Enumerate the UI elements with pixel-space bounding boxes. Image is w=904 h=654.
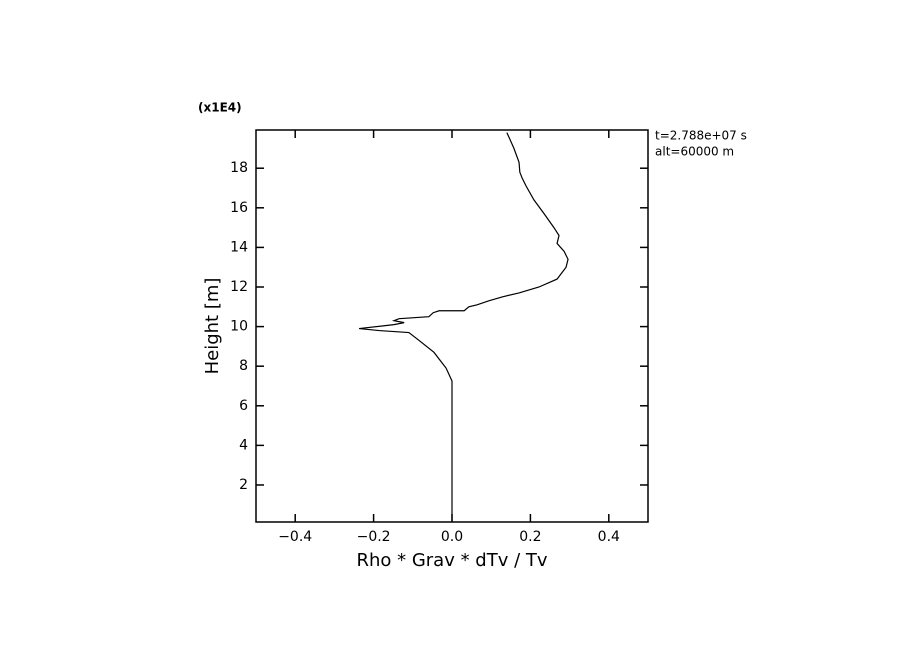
- y-tick-label: 4: [239, 437, 248, 453]
- profile-line: [359, 132, 569, 522]
- x-tick-label: 0.0: [441, 529, 463, 545]
- y-tick-label: 6: [239, 398, 248, 414]
- x-tick-label: 0.4: [598, 529, 620, 545]
- y-tick-label: 14: [230, 239, 248, 255]
- y-tick-label: 18: [230, 160, 248, 176]
- y-tick-label: 12: [230, 279, 248, 295]
- y-tick-label: 8: [239, 358, 248, 374]
- x-tick-label: 0.2: [519, 529, 541, 545]
- multiplier-label: (x1E4): [198, 101, 242, 115]
- y-tick-label: 10: [230, 319, 248, 335]
- x-axis-label: Rho * Grav * dTv / Tv: [356, 550, 547, 571]
- y-tick-label: 16: [230, 200, 248, 216]
- annotation: t=2.788e+07 s: [655, 129, 747, 143]
- x-tick-label: −0.2: [357, 529, 391, 545]
- y-tick-label: 2: [239, 477, 248, 493]
- x-tick-label: −0.4: [278, 529, 312, 545]
- annotation: alt=60000 m: [655, 145, 734, 159]
- y-axis-label: Height [m]: [202, 278, 223, 375]
